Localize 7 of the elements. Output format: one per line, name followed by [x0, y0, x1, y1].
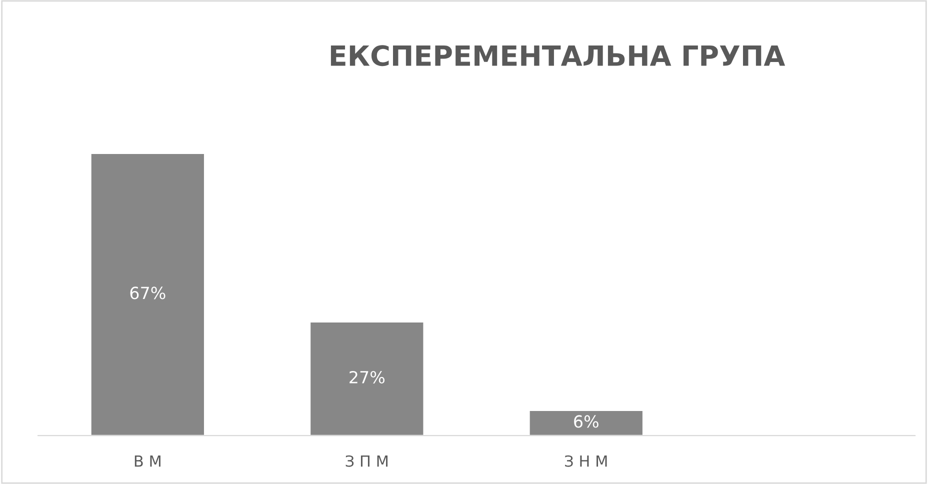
x-tick-label: З П М	[346, 455, 388, 467]
x-tick-label: З Н М	[565, 455, 607, 467]
data-label: 27%	[350, 370, 385, 384]
x-tick-label: В М	[134, 456, 160, 467]
chart-title: ЕКСПЕРЕМЕНТАЛЬНА ГРУПА	[330, 45, 786, 66]
data-label: 6%	[574, 415, 598, 428]
data-label: 67%	[130, 286, 166, 300]
